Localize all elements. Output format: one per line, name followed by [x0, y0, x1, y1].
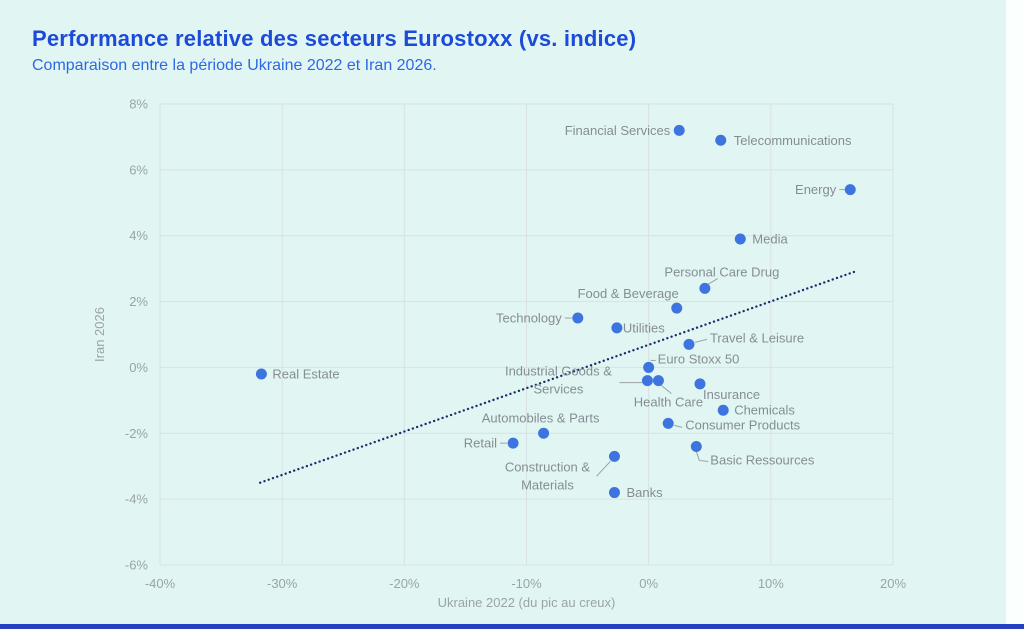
right-edge-strip — [1006, 0, 1024, 629]
y-tick-label: 8% — [129, 97, 148, 112]
data-point-banks[interactable] — [608, 487, 620, 499]
data-point-travel-leisure[interactable] — [683, 338, 695, 350]
point-label-health-care: Health Care — [634, 395, 703, 410]
point-label-financial-services: Financial Services — [565, 123, 671, 138]
point-label-euro-stoxx-50: Euro Stoxx 50 — [658, 351, 740, 366]
x-tick-label: -30% — [267, 576, 298, 591]
x-tick-label: -20% — [389, 576, 420, 591]
x-axis-title: Ukraine 2022 (du pic au creux) — [438, 595, 616, 610]
point-label-retail: Retail — [464, 436, 497, 451]
data-point-automobiles-parts[interactable] — [538, 427, 550, 439]
y-tick-label: 4% — [129, 228, 148, 243]
label-connector-basic-ressources — [695, 451, 709, 462]
point-label-telecommunications: Telecommunications — [734, 133, 852, 148]
y-tick-label: 0% — [129, 360, 148, 375]
point-label-insurance: Insurance — [703, 387, 760, 402]
data-point-construction-materials[interactable] — [608, 450, 620, 462]
data-point-energy[interactable] — [844, 184, 856, 196]
page-subtitle: Comparaison entre la période Ukraine 202… — [32, 57, 437, 74]
y-tick-label: -4% — [125, 492, 149, 507]
x-tick-label: -10% — [511, 576, 542, 591]
data-point-consumer-products[interactable] — [662, 417, 674, 429]
y-tick-label: -2% — [125, 426, 149, 441]
data-point-media[interactable] — [734, 233, 746, 245]
label-connector-travel-leisure — [694, 338, 708, 343]
point-label-banks: Banks — [626, 485, 663, 500]
data-point-industrial-goods-services[interactable] — [641, 375, 653, 387]
data-point-basic-ressources[interactable] — [690, 440, 702, 452]
point-label-technology: Technology — [496, 311, 562, 326]
point-label-basic-ressources: Basic Ressources — [710, 452, 815, 467]
y-tick-label: 2% — [129, 294, 148, 309]
x-tick-label: 10% — [758, 576, 784, 591]
data-point-retail[interactable] — [507, 437, 519, 449]
point-label-food-beverage: Food & Beverage — [578, 286, 679, 301]
data-point-real-estate[interactable] — [255, 368, 267, 380]
point-label-industrial-goods-services: Industrial Goods & — [505, 364, 612, 379]
data-point-euro-stoxx-50[interactable] — [643, 361, 655, 373]
y-tick-label: -6% — [125, 558, 149, 573]
point-label-personal-care-drug: Personal Care Drug — [664, 264, 779, 279]
point-label-construction-materials: Materials — [521, 477, 574, 492]
label-connector-health-care — [660, 384, 672, 394]
label-connector-consumer-products — [674, 424, 683, 428]
point-label-travel-leisure: Travel & Leisure — [710, 330, 804, 345]
data-point-chemicals[interactable] — [717, 404, 729, 416]
label-connector-personal-care-drug — [707, 277, 719, 285]
data-point-food-beverage[interactable] — [671, 302, 683, 314]
point-label-real-estate: Real Estate — [272, 367, 339, 382]
x-tick-label: 20% — [880, 576, 906, 591]
x-tick-label: -40% — [145, 576, 176, 591]
point-label-construction-materials: Construction & — [505, 459, 591, 474]
data-point-personal-care-drug[interactable] — [699, 282, 711, 294]
trend-line — [259, 270, 856, 484]
x-tick-label: 0% — [639, 576, 658, 591]
data-point-utilities[interactable] — [611, 322, 623, 334]
data-point-technology[interactable] — [572, 312, 584, 324]
bottom-accent-bar — [0, 624, 1024, 629]
data-point-insurance[interactable] — [694, 378, 706, 390]
data-point-telecommunications[interactable] — [715, 134, 727, 146]
point-label-automobiles-parts: Automobiles & Parts — [482, 410, 600, 425]
point-label-utilities: Utilities — [623, 320, 665, 335]
point-label-industrial-goods-services: Services — [534, 382, 584, 397]
y-tick-label: 6% — [129, 162, 148, 177]
label-connector-construction-materials — [596, 460, 611, 477]
point-label-chemicals: Chemicals — [734, 403, 795, 418]
point-label-media: Media — [752, 232, 788, 247]
data-point-health-care[interactable] — [652, 375, 664, 387]
data-point-financial-services[interactable] — [673, 124, 685, 136]
page-title: Performance relative des secteurs Eurost… — [32, 26, 637, 51]
point-label-energy: Energy — [795, 182, 837, 197]
y-axis-title: Iran 2026 — [92, 307, 107, 362]
point-label-consumer-products: Consumer Products — [685, 417, 800, 432]
